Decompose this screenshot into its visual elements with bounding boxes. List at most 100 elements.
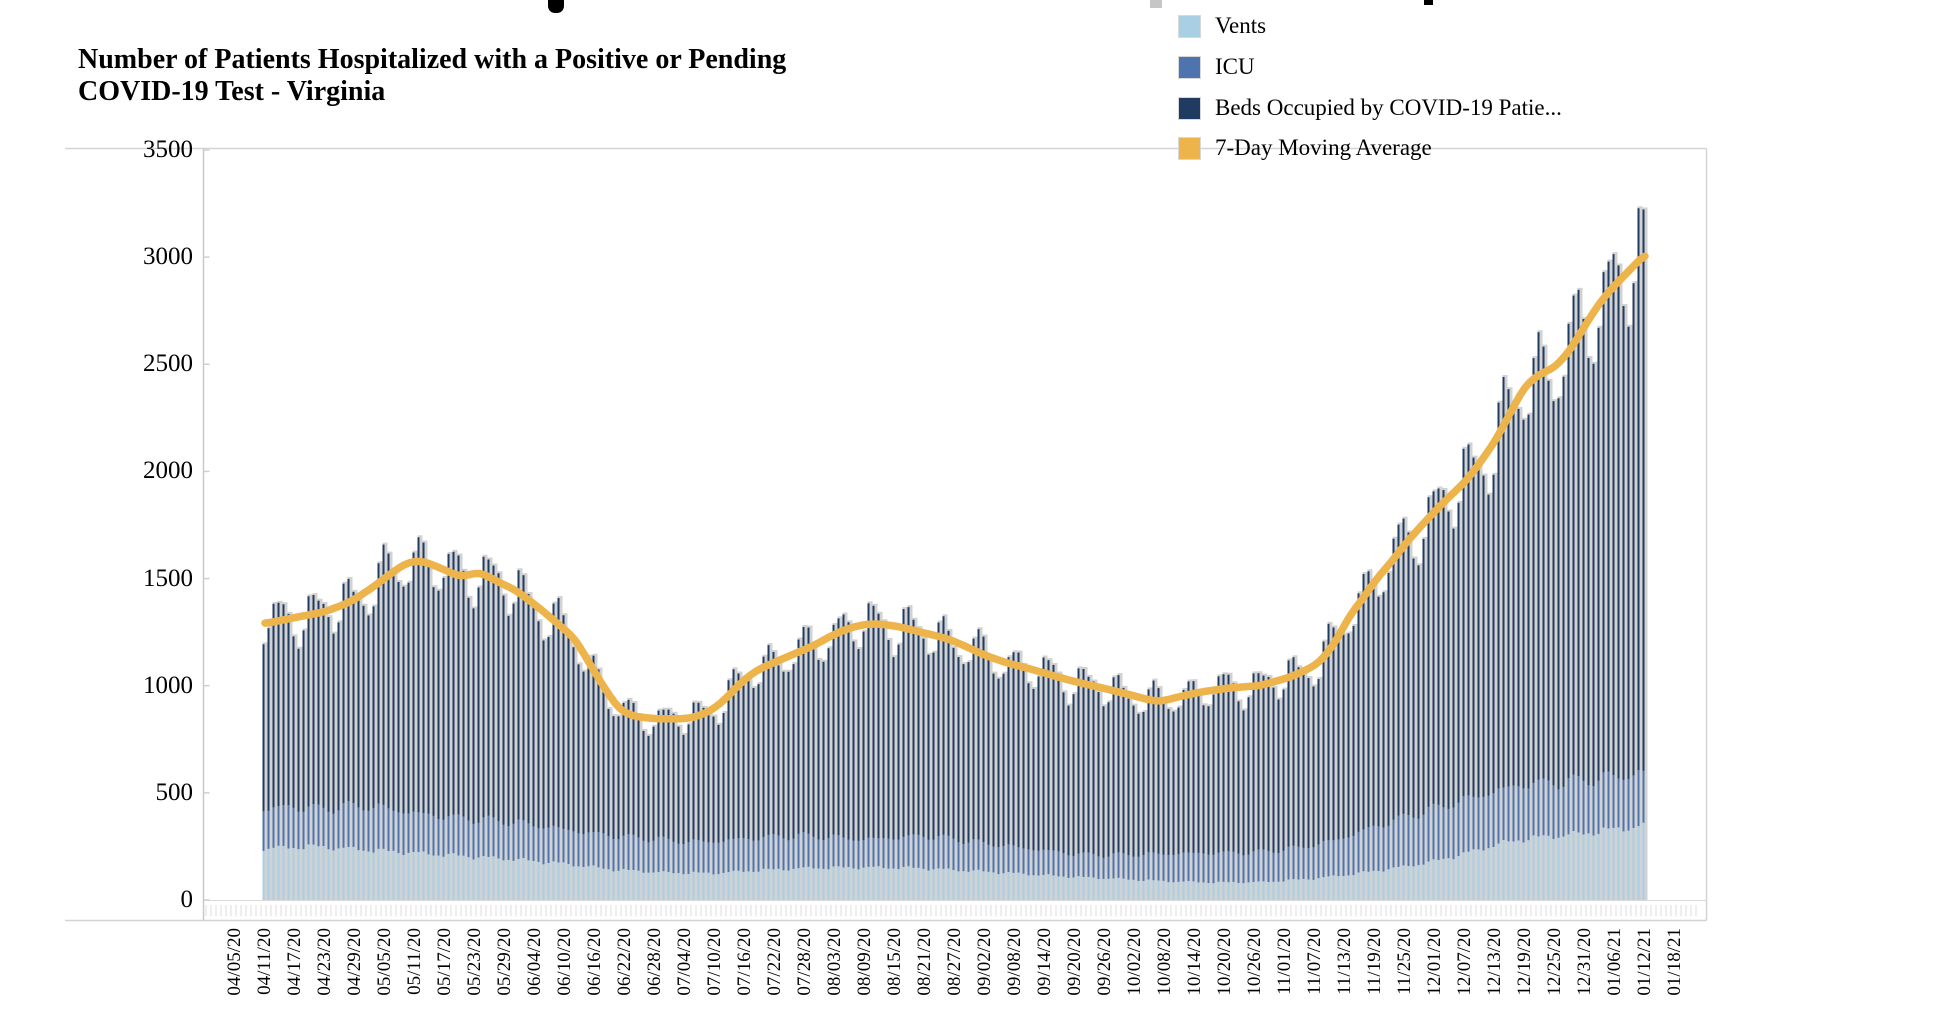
bar-day[interactable] <box>917 626 923 900</box>
bar-day[interactable] <box>947 628 953 900</box>
bar-day[interactable] <box>717 722 723 900</box>
bar-day[interactable] <box>817 657 823 900</box>
bar-day[interactable] <box>1277 697 1283 900</box>
bar-day[interactable] <box>287 611 293 900</box>
bar-day[interactable] <box>837 616 843 900</box>
bar-day[interactable] <box>757 682 763 900</box>
bar-day[interactable] <box>1452 526 1458 900</box>
bar-day[interactable] <box>1122 685 1128 900</box>
bar-day[interactable] <box>962 662 968 900</box>
bar-day[interactable] <box>1577 287 1583 901</box>
bar-day[interactable] <box>1542 344 1548 900</box>
bar-day[interactable] <box>1307 676 1313 900</box>
bar-day[interactable] <box>1582 316 1588 900</box>
bar-day[interactable] <box>772 650 778 900</box>
bar-day[interactable] <box>1002 671 1008 900</box>
bar-day[interactable] <box>1197 690 1203 900</box>
bar-day[interactable] <box>587 654 593 900</box>
bar-day[interactable] <box>377 561 383 900</box>
bar-day[interactable] <box>1172 709 1178 900</box>
bar-day[interactable] <box>1557 396 1563 900</box>
bar-day[interactable] <box>1337 631 1343 900</box>
bar-day[interactable] <box>1082 666 1088 900</box>
bar-day[interactable] <box>1572 293 1578 901</box>
bar-day[interactable] <box>1602 270 1608 900</box>
bar-day[interactable] <box>1592 361 1598 900</box>
bar-day[interactable] <box>1027 681 1033 900</box>
bar-day[interactable] <box>1312 684 1318 900</box>
bar-day[interactable] <box>552 601 558 900</box>
bar-day[interactable] <box>602 689 608 900</box>
bar-day[interactable] <box>992 671 998 900</box>
bar-day[interactable] <box>1192 679 1198 900</box>
bar-day[interactable] <box>342 581 348 900</box>
bar-day[interactable] <box>1377 594 1383 900</box>
bar-day[interactable] <box>1327 621 1333 900</box>
bar-day[interactable] <box>1342 632 1348 900</box>
bar-day[interactable] <box>887 637 893 900</box>
bar-day[interactable] <box>1157 686 1163 900</box>
bar-day[interactable] <box>1512 400 1518 900</box>
bar-day[interactable] <box>1292 655 1298 900</box>
bar-day[interactable] <box>392 569 398 900</box>
bar-day[interactable] <box>827 646 833 900</box>
bar-day[interactable] <box>1127 696 1133 900</box>
bar-day[interactable] <box>1467 442 1473 900</box>
bar-day[interactable] <box>262 642 268 900</box>
bar-day[interactable] <box>517 568 523 900</box>
bar-day[interactable] <box>977 627 983 900</box>
bar-day[interactable] <box>687 722 693 900</box>
bar-day[interactable] <box>512 601 518 900</box>
bar-day[interactable] <box>1372 582 1378 900</box>
bar-day[interactable] <box>1422 536 1428 900</box>
bar-day[interactable] <box>352 589 358 900</box>
bar-day[interactable] <box>672 711 678 900</box>
bar-day[interactable] <box>1387 570 1393 900</box>
bar-day[interactable] <box>1462 446 1468 900</box>
bar-day[interactable] <box>522 573 528 900</box>
bar-day[interactable] <box>482 554 488 900</box>
bar-day[interactable] <box>1382 590 1388 900</box>
bar-day[interactable] <box>1297 665 1303 900</box>
bar-day[interactable] <box>1067 703 1073 900</box>
bar-day[interactable] <box>852 639 858 900</box>
bar-day[interactable] <box>762 654 768 900</box>
bar-day[interactable] <box>1057 671 1063 900</box>
bar-day[interactable] <box>942 614 948 900</box>
bar-day[interactable] <box>1267 674 1273 900</box>
bar-day[interactable] <box>1162 698 1168 900</box>
bar-day[interactable] <box>1247 695 1253 900</box>
bar-day[interactable] <box>327 615 333 900</box>
bar-day[interactable] <box>1432 489 1438 900</box>
legend-item-vents[interactable]: Vents <box>1178 12 1266 40</box>
bar-day[interactable] <box>437 588 443 900</box>
bar-day[interactable] <box>442 575 448 900</box>
bar-day[interactable] <box>497 571 503 900</box>
bar-day[interactable] <box>1532 356 1538 901</box>
bar-day[interactable] <box>822 659 828 900</box>
bar-day[interactable] <box>582 669 588 900</box>
bar-day[interactable] <box>1272 685 1278 900</box>
bar-day[interactable] <box>277 600 283 900</box>
bar-day[interactable] <box>507 613 513 900</box>
bar-day[interactable] <box>972 636 978 900</box>
bar-day[interactable] <box>677 724 683 900</box>
bar-day[interactable] <box>1487 492 1493 900</box>
bar-day[interactable] <box>1322 639 1328 900</box>
bar-day[interactable] <box>1037 674 1043 900</box>
bar-day[interactable] <box>1232 681 1238 900</box>
bar-day[interactable] <box>722 710 728 900</box>
moving-average-line[interactable] <box>261 252 1649 723</box>
bar-day[interactable] <box>862 629 868 900</box>
bar-day[interactable] <box>267 626 273 900</box>
bar-day[interactable] <box>1092 679 1098 900</box>
bar-day[interactable] <box>632 700 638 900</box>
bar-day[interactable] <box>367 613 373 900</box>
bar-day[interactable] <box>1177 705 1183 900</box>
bar-day[interactable] <box>422 540 428 900</box>
bar-day[interactable] <box>1497 400 1503 900</box>
bar-day[interactable] <box>337 620 343 900</box>
bar-day[interactable] <box>1052 662 1058 900</box>
bar-day[interactable] <box>807 625 813 900</box>
bar-day[interactable] <box>812 641 818 900</box>
